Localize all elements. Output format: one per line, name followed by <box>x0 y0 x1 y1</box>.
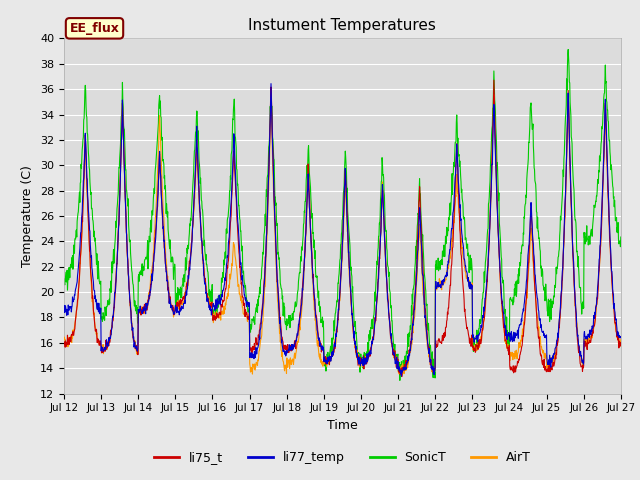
Legend: li75_t, li77_temp, SonicT, AirT: li75_t, li77_temp, SonicT, AirT <box>148 446 536 469</box>
Title: Instument Temperatures: Instument Temperatures <box>248 18 436 33</box>
X-axis label: Time: Time <box>327 419 358 432</box>
Text: EE_flux: EE_flux <box>70 22 120 35</box>
Y-axis label: Temperature (C): Temperature (C) <box>22 165 35 267</box>
